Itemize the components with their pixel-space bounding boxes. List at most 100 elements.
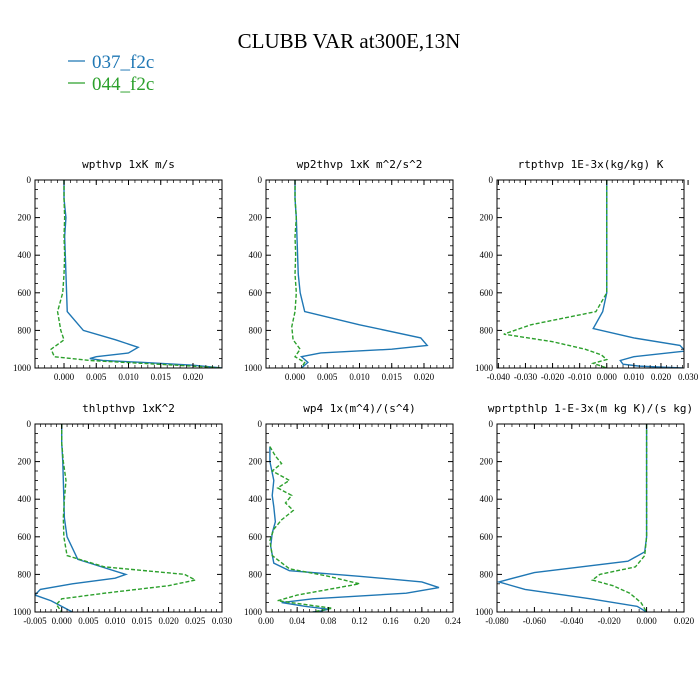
y-tick-label: 600 <box>249 532 263 542</box>
y-tick-label: 400 <box>18 494 32 504</box>
y-tick-label: 200 <box>18 213 32 223</box>
y-tick-label: 800 <box>249 569 263 579</box>
x-tick-label: 0.24 <box>445 616 461 626</box>
y-tick-label: 400 <box>480 494 494 504</box>
x-tick-label: 0.08 <box>320 616 336 626</box>
x-tick-label: 0.010 <box>105 616 126 626</box>
x-tick-label: 0.005 <box>78 616 99 626</box>
y-tick-label: 0 <box>489 175 494 185</box>
x-tick-label: 0.000 <box>597 372 618 382</box>
y-tick-label: 200 <box>249 213 263 223</box>
series-line-0 <box>63 180 222 368</box>
y-tick-label: 400 <box>480 250 494 260</box>
series-line-0 <box>269 446 440 612</box>
x-tick-label: 0.005 <box>317 372 338 382</box>
y-tick-label: 600 <box>18 532 32 542</box>
x-tick-label: 0.000 <box>52 616 73 626</box>
y-tick-label: 400 <box>18 250 32 260</box>
y-tick-label: 800 <box>18 569 32 579</box>
x-tick-label: 0.015 <box>151 372 172 382</box>
x-tick-label: 0.020 <box>414 372 435 382</box>
x-tick-label: 0.020 <box>183 372 204 382</box>
x-tick-label: 0.020 <box>674 616 695 626</box>
series-line-0 <box>35 424 129 612</box>
x-tick-label: -0.020 <box>598 616 622 626</box>
y-tick-label: 1000 <box>13 607 32 617</box>
plot-frame <box>34 423 223 613</box>
y-tick-label: 600 <box>480 532 494 542</box>
y-tick-label: 1000 <box>475 363 494 373</box>
plot-frame <box>265 179 454 369</box>
x-tick-label: 0.015 <box>132 616 153 626</box>
y-tick-label: 600 <box>249 288 263 298</box>
x-tick-label: -0.040 <box>487 372 511 382</box>
panel-0: wpthvp 1xK m/s 0 200 400 600 800 1000 0.000 0.00… <box>13 158 223 382</box>
y-tick-label: 1000 <box>244 607 263 617</box>
y-tick-label: 0 <box>489 419 494 429</box>
y-tick-label: 200 <box>480 457 494 467</box>
panel-title: rtpthvp 1E-3x(kg/kg) K <box>518 158 664 171</box>
x-tick-label: 0.000 <box>54 372 75 382</box>
x-tick-label: -0.080 <box>485 616 509 626</box>
panel-title: thlpthvp 1xK^2 <box>82 402 175 415</box>
panel-2: rtpthvp 1E-3x(kg/kg) K02004006008001000-… <box>475 158 699 382</box>
x-tick-label: 0.00 <box>258 616 274 626</box>
series-line-1 <box>503 180 609 368</box>
x-tick-label: 0.030 <box>678 372 699 382</box>
x-tick-label: 0.025 <box>185 616 206 626</box>
y-tick-label: 200 <box>249 457 263 467</box>
x-tick-label: 0.000 <box>285 372 306 382</box>
y-tick-label: 200 <box>18 457 32 467</box>
x-tick-label: -0.040 <box>560 616 584 626</box>
y-tick-label: 0 <box>258 175 263 185</box>
y-tick-label: 0 <box>27 175 32 185</box>
x-tick-label: -0.030 <box>514 372 538 382</box>
series-line-1 <box>291 180 306 368</box>
y-tick-label: 400 <box>249 494 263 504</box>
panel-5: wprtpthlp 1-E-3x(m kg K)/(s kg) 0 200 400 60… <box>475 402 695 626</box>
y-tick-label: 800 <box>480 569 494 579</box>
y-tick-label: 600 <box>480 288 494 298</box>
series-line-0 <box>497 424 648 612</box>
x-tick-label: 0.005 <box>86 372 107 382</box>
series-line-0 <box>592 180 684 368</box>
x-tick-label: 0.020 <box>651 372 672 382</box>
series-line-1 <box>590 424 648 612</box>
x-tick-label: -0.020 <box>541 372 565 382</box>
y-tick-label: 1000 <box>475 607 494 617</box>
x-tick-label: 0.010 <box>118 372 139 382</box>
x-tick-label: 0.020 <box>158 616 179 626</box>
x-tick-label: 0.04 <box>289 616 305 626</box>
panel-title: wpthvp 1xK m/s <box>82 158 175 171</box>
legend-label-1: 044_f2c <box>92 74 154 95</box>
panel-title: wp2thvp 1xK m^2/s^2 <box>297 158 423 171</box>
legend-label-0: 037_f2c <box>92 52 154 73</box>
y-tick-label: 0 <box>258 419 263 429</box>
x-tick-label: 0.030 <box>212 616 233 626</box>
x-tick-label: 0.12 <box>352 616 368 626</box>
series-line-1 <box>55 424 198 612</box>
panel-title: wprtpthlp 1-E-3x(m kg K)/(s kg) <box>488 402 693 415</box>
x-tick-label: -0.060 <box>523 616 547 626</box>
x-tick-label: 0.16 <box>383 616 399 626</box>
legend: 037_f2c 044_f2c <box>68 52 154 95</box>
y-tick-label: 1000 <box>13 363 32 373</box>
y-tick-label: 400 <box>249 250 263 260</box>
panel-3: thlpthvp 1xK^2 0 200 400 600 800 1000-0.005 0.0… <box>13 402 233 626</box>
series-line-0 <box>294 180 429 368</box>
y-tick-label: 800 <box>249 325 263 335</box>
x-tick-label: 0.20 <box>414 616 430 626</box>
x-tick-label: -0.010 <box>568 372 592 382</box>
series-line-1 <box>50 180 222 368</box>
panel-1: wp2thvp 1xK m^2/s^2 0 200 400 600 800 1000 0.00… <box>244 158 454 382</box>
plot-frame <box>496 423 685 613</box>
series-line-1 <box>269 446 360 612</box>
y-tick-label: 200 <box>480 213 494 223</box>
plot-frame <box>265 423 454 613</box>
x-tick-label: 0.000 <box>636 616 657 626</box>
y-tick-label: 600 <box>18 288 32 298</box>
x-tick-label: 0.010 <box>349 372 370 382</box>
figure-title: CLUBB VAR at300E,13N <box>238 29 461 53</box>
